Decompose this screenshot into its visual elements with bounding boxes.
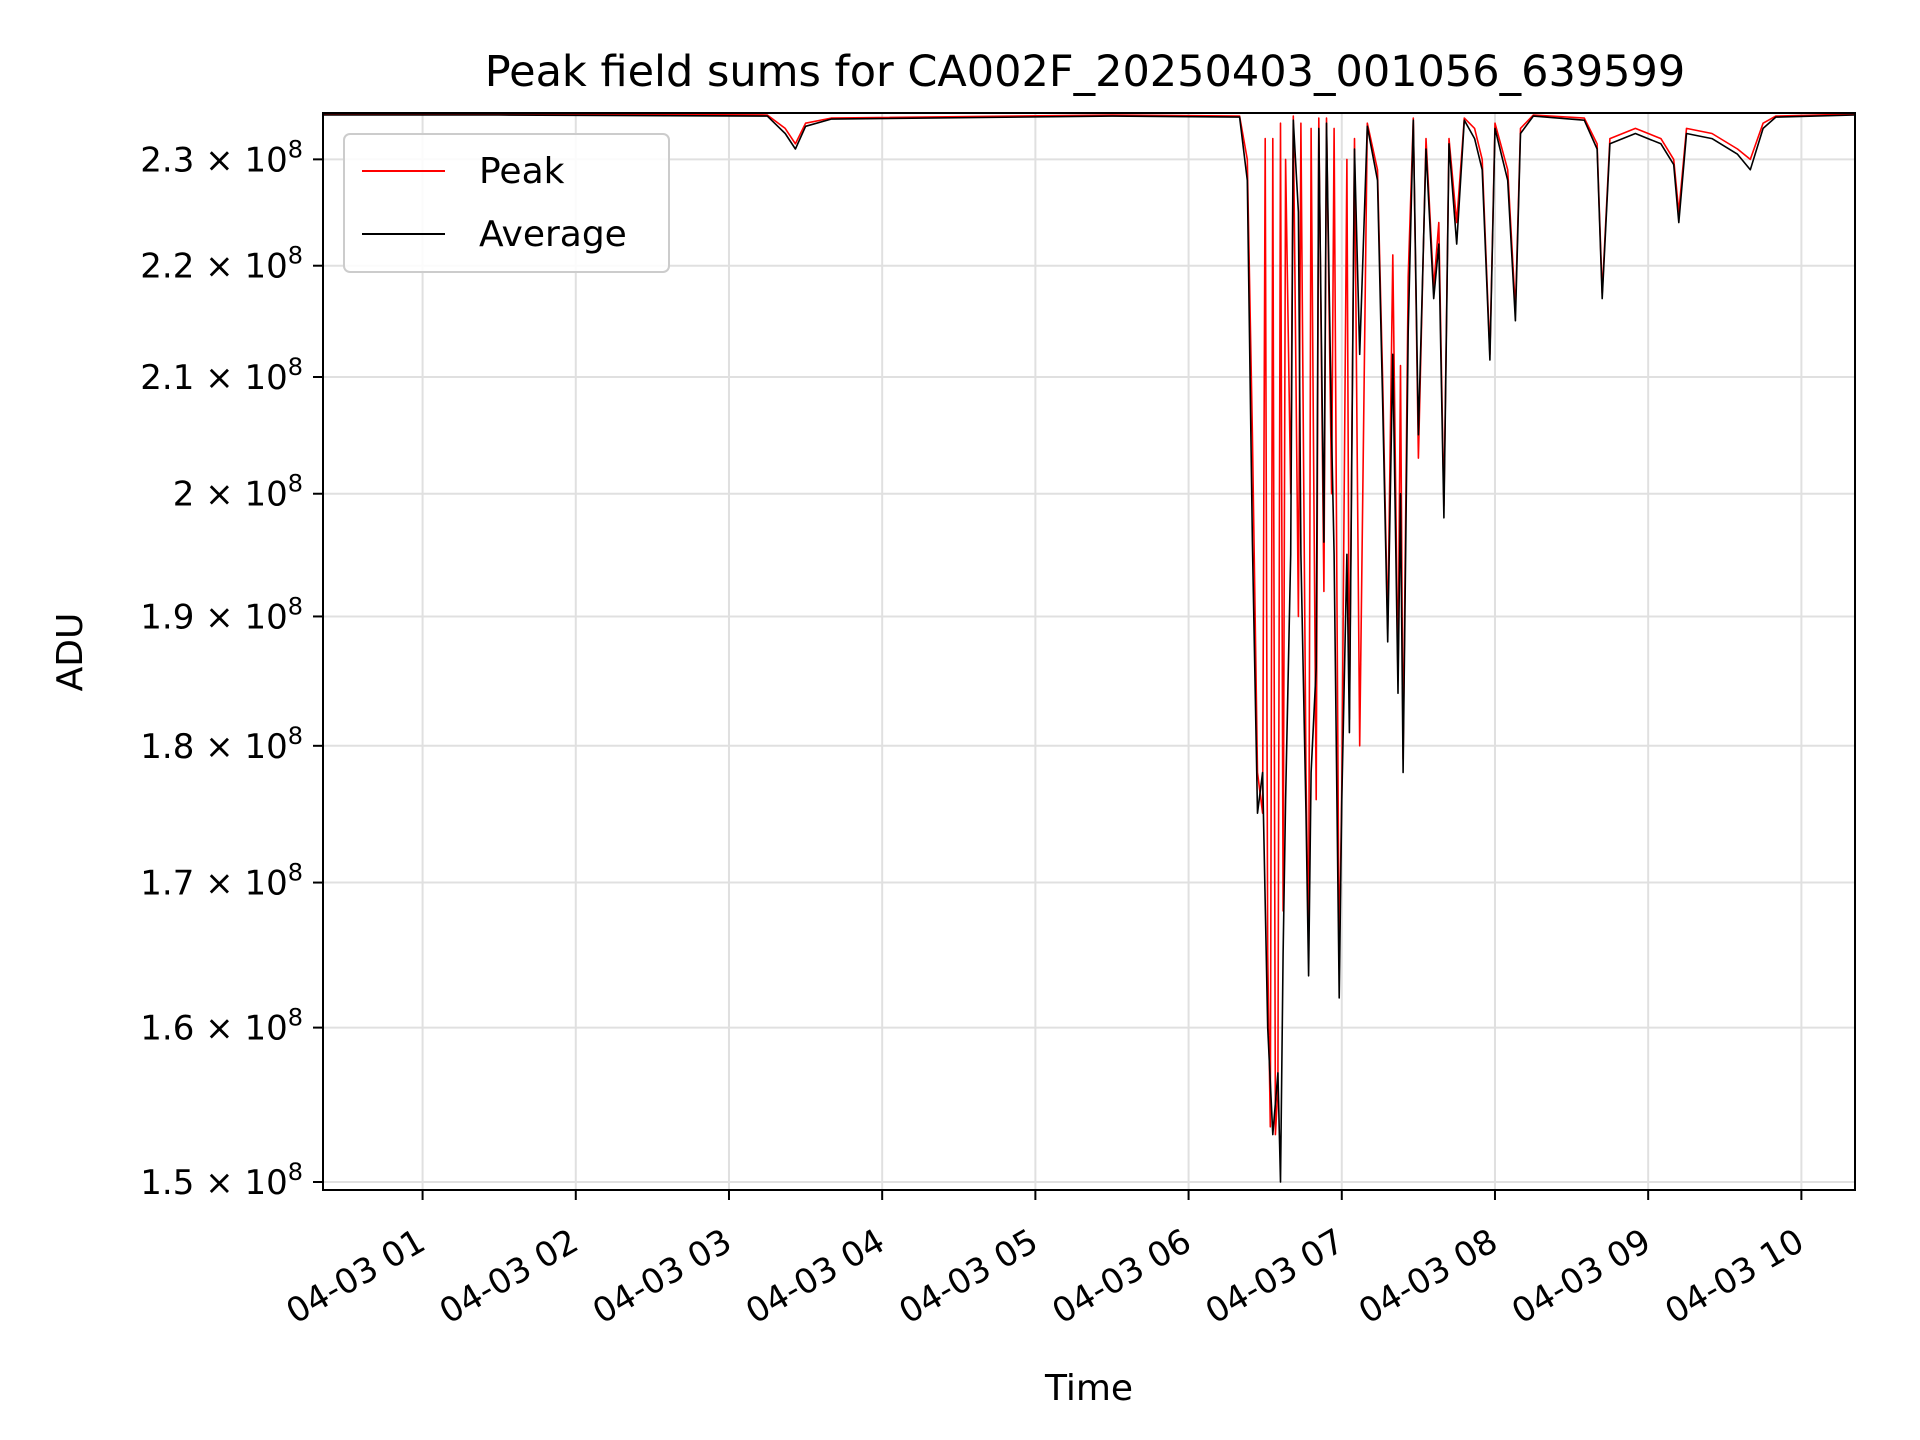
y-tick-label: 2.1 × 108 (140, 353, 303, 398)
legend-average-label: Average (479, 214, 627, 255)
plot-frame (322, 112, 1856, 1191)
x-axis-label: Time (1044, 1368, 1133, 1409)
grid-layer (323, 113, 1855, 1190)
series-line-average (323, 114, 1855, 1183)
y-tick-label: 1.7 × 108 (140, 859, 303, 904)
legend: Peak Average (343, 133, 670, 273)
series-line-peak (323, 113, 1855, 1136)
y-axis-label: ADU (50, 613, 91, 692)
legend-peak-label: Peak (479, 151, 565, 192)
y-tick-label: 2.3 × 108 (140, 135, 303, 180)
legend-box (343, 133, 670, 273)
plot-area (323, 113, 1855, 1183)
y-tick-label: 1.9 × 108 (140, 592, 303, 637)
y-tick-label: 2.2 × 108 (140, 242, 303, 287)
chart-title: Peak field sums for CA002F_20250403_0010… (485, 47, 1686, 97)
series-layer (323, 113, 1855, 1183)
y-tick-label: 1.8 × 108 (140, 722, 303, 767)
y-tick-label: 1.5 × 108 (140, 1158, 303, 1203)
y-tick-label: 2 × 108 (173, 470, 303, 515)
y-tick-label: 1.6 × 108 (140, 1004, 303, 1049)
